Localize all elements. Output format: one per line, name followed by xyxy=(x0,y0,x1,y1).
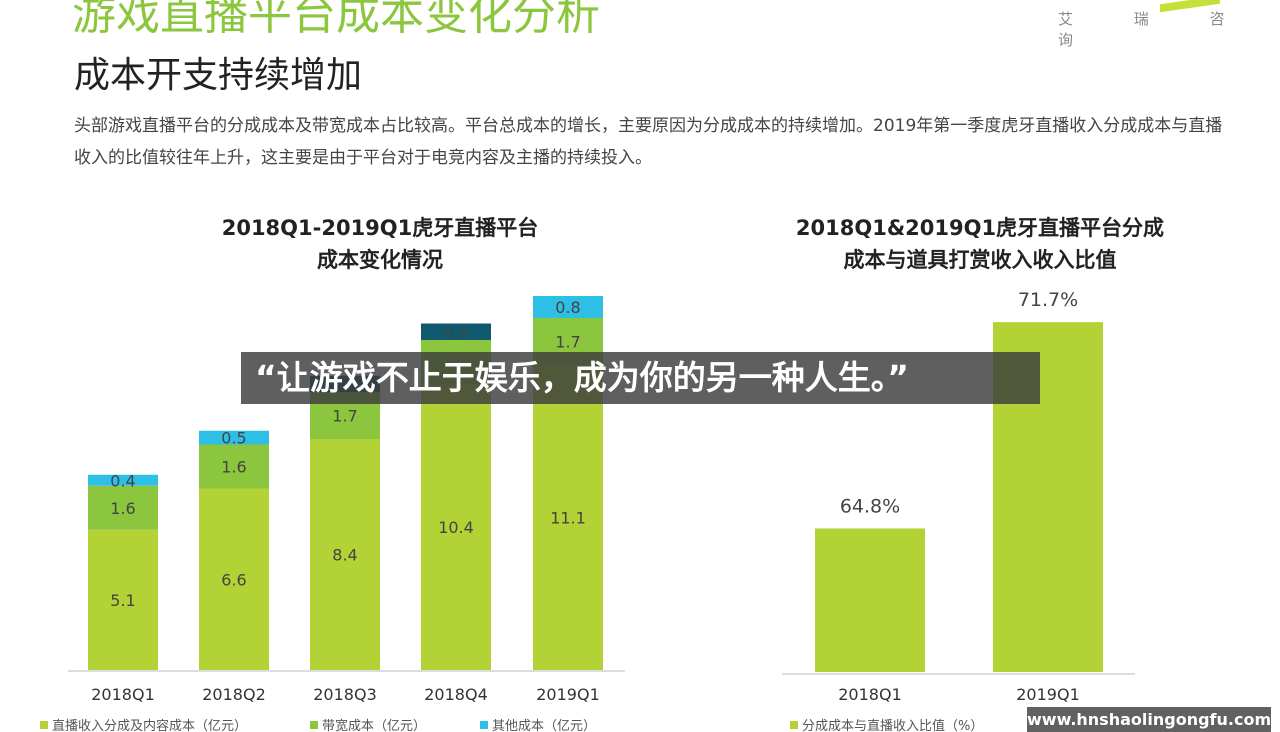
chart1-legend-swatch xyxy=(310,721,318,729)
chart1-x-tick: 2018Q1 xyxy=(91,685,155,704)
chart1-bar-segment xyxy=(88,485,158,530)
chart2-legend-swatch xyxy=(790,721,798,729)
chart1-data-label: 11.1 xyxy=(550,508,586,527)
chart2-x-tick: 2019Q1 xyxy=(1016,685,1080,704)
chart2-x-tick: 2018Q1 xyxy=(838,685,902,704)
chart1-legend-label: 直播收入分成及内容成本（亿元） xyxy=(52,718,247,732)
chart1-data-label: 5.1 xyxy=(110,591,135,610)
quote-banner: “让游戏不止于娱乐，成为你的另一种人生。” xyxy=(241,352,1040,404)
chart1-data-label: 8.4 xyxy=(332,546,357,565)
chart1-legend-swatch xyxy=(40,721,48,729)
chart1-bar-segment xyxy=(199,488,269,670)
chart1-x-tick: 2018Q4 xyxy=(424,685,488,704)
chart1-data-label: 0.8 xyxy=(555,298,580,317)
chart1-bar-segment xyxy=(88,474,158,486)
chart1-bar-segment xyxy=(199,444,269,489)
chart1-legend-label: 带宽成本（亿元） xyxy=(322,718,426,732)
chart1-bar-segment xyxy=(199,430,269,445)
chart1-bar-segment xyxy=(533,296,603,318)
chart2-title: 2018Q1&2019Q1虎牙直播平台分成 成本与道具打赏收入收入比值 xyxy=(720,212,1240,276)
watermark: www.hnshaolingongfu.com xyxy=(1027,707,1271,732)
chart1-bar-segment xyxy=(310,439,380,670)
chart1-data-label: 1.7 xyxy=(555,332,580,351)
chart2-title-line: 成本与道具打赏收入收入比值 xyxy=(843,248,1117,272)
page-title: 游戏直播平台成本变化分析 xyxy=(72,0,600,40)
chart2-data-label: 71.7% xyxy=(1018,289,1078,311)
chart1-data-label: 10.4 xyxy=(438,518,474,537)
chart2-legend-label: 分成成本与直播收入比值（%） xyxy=(802,718,983,732)
chart1-x-tick: 2018Q2 xyxy=(202,685,266,704)
chart1-data-label: 1.6 xyxy=(110,499,135,518)
chart2-bar xyxy=(815,528,925,672)
chart1-x-tick: 2018Q3 xyxy=(313,685,377,704)
chart1-data-label: 0.5 xyxy=(221,429,246,448)
chart1-bar-segment xyxy=(533,364,603,670)
chart1-title: 2018Q1-2019Q1虎牙直播平台 成本变化情况 xyxy=(120,212,640,276)
subtitle: 成本开支持续增加 xyxy=(74,55,363,96)
chart2-title-line: 2018Q1&2019Q1虎牙直播平台分成 xyxy=(795,216,1165,240)
chart1-data-label: 1.6 xyxy=(221,458,246,477)
chart1-legend-label: 其他成本（亿元） xyxy=(492,719,596,732)
chart1-title-line: 2018Q1-2019Q1虎牙直播平台 xyxy=(221,216,539,240)
chart1-title-line: 成本变化情况 xyxy=(317,248,443,272)
chart1-legend-swatch xyxy=(480,721,488,729)
chart1-data-label: 0.4 xyxy=(110,471,135,490)
brand-logo-text: 艾 瑞 咨 询 xyxy=(1058,10,1253,49)
description: 头部游戏直播平台的分成成本及带宽成本占比较高。平台总成本的增长，主要原因为分成成… xyxy=(74,116,1223,168)
chart1-bar-segment xyxy=(421,323,491,340)
chart1-bar-segment xyxy=(421,384,491,670)
chart1-bar-segment xyxy=(88,529,158,670)
chart2-data-label: 64.8% xyxy=(840,495,900,517)
chart1-data-label: 0.6 xyxy=(443,323,468,342)
chart1-data-label: 6.6 xyxy=(221,570,246,589)
chart1-x-tick: 2019Q1 xyxy=(536,685,600,704)
chart1-data-label: 1.7 xyxy=(332,407,357,426)
